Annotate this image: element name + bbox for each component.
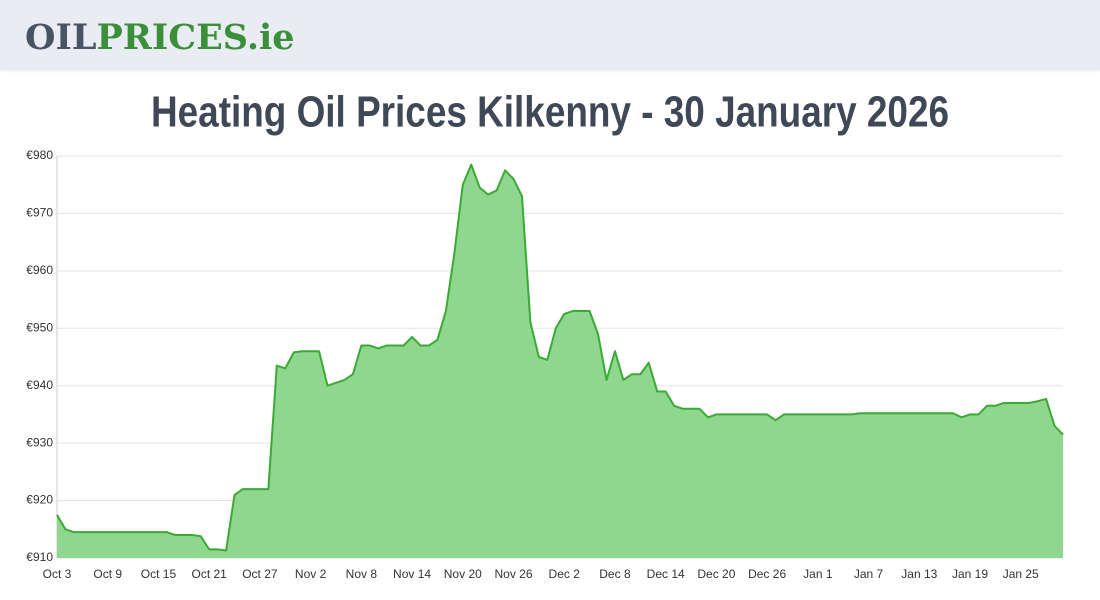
header [0,0,1100,70]
x-tick-label: Jan 19 [952,567,988,581]
x-tick-label: Jan 13 [901,567,937,581]
logo-part[interactable]: OIL [25,17,96,58]
y-tick-label: €940 [26,378,53,392]
x-tick-label: Nov 14 [393,567,431,581]
chart-title: Heating Oil Prices Kilkenny - 30 January… [151,88,949,137]
x-tick-label: Dec 26 [748,567,786,581]
x-tick-label: Dec 8 [599,567,631,581]
x-tick-label: Oct 21 [191,567,227,581]
y-tick-label: €970 [26,206,53,220]
line [56,163,1064,552]
x-tick-label: Nov 2 [295,567,327,581]
x-tick-label: Oct 9 [93,567,122,581]
x-tick-label: Nov 8 [346,567,378,581]
y-tick-label: €960 [26,263,53,277]
x-tick-label: Nov 20 [444,567,482,581]
y-tick-label: €920 [26,493,53,507]
x-tick-label: Nov 26 [494,567,532,581]
x-tick-label: Jan 1 [803,567,833,581]
x-tick-label: Dec 2 [549,567,581,581]
x-tick-label: Jan 7 [854,567,884,581]
x-tick-label: Oct 15 [141,567,177,581]
logo-part[interactable]: PRICES.ie [96,17,294,58]
x-tick-label: Oct 3 [43,567,72,581]
logo[interactable]: OILPRICES.ie [25,17,295,58]
y-tick-label: €930 [26,435,53,449]
x-tick-label: Dec 20 [697,567,735,581]
area [57,164,1063,559]
x-tick-label: Jan 25 [1003,567,1039,581]
x-tick-label: Oct 27 [242,567,278,581]
y-tick-label: €910 [26,550,53,564]
x-tick-label: Dec 14 [647,567,685,581]
y-tick-label: €950 [26,320,53,334]
y-tick-label: €980 [26,148,53,162]
